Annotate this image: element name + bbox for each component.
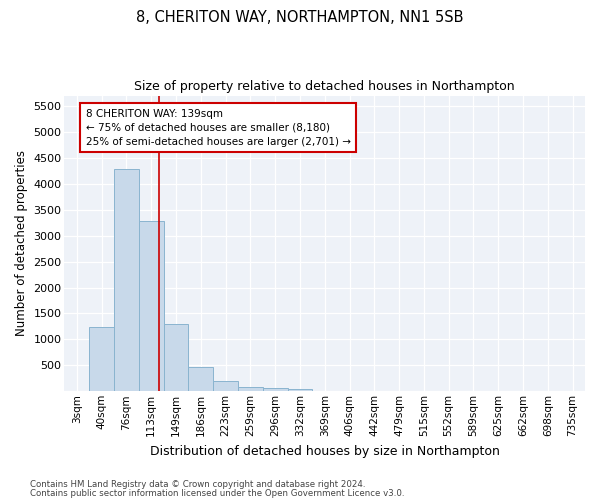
Bar (89, 328, 114, 392)
Y-axis label: Number of detached properties: Number of detached properties (15, 150, 28, 336)
Bar (263, 388, 287, 392)
Bar (114, 169, 139, 392)
Bar (164, 324, 188, 392)
Text: 8 CHERITON WAY: 139sqm
← 75% of detached houses are smaller (8,180)
25% of semi-: 8 CHERITON WAY: 139sqm ← 75% of detached… (86, 108, 350, 146)
Text: Contains HM Land Registry data © Crown copyright and database right 2024.: Contains HM Land Registry data © Crown c… (30, 480, 365, 489)
Bar (213, 381, 238, 392)
X-axis label: Distribution of detached houses by size in Northampton: Distribution of detached houses by size … (150, 444, 500, 458)
Text: 8, CHERITON WAY, NORTHAMPTON, NN1 5SB: 8, CHERITON WAY, NORTHAMPTON, NN1 5SB (136, 10, 464, 25)
Bar (238, 386, 263, 392)
Text: Contains public sector information licensed under the Open Government Licence v3: Contains public sector information licen… (30, 488, 404, 498)
Title: Size of property relative to detached houses in Northampton: Size of property relative to detached ho… (134, 80, 515, 93)
Bar (139, 221, 164, 392)
Bar (188, 367, 213, 392)
Bar (287, 388, 313, 392)
